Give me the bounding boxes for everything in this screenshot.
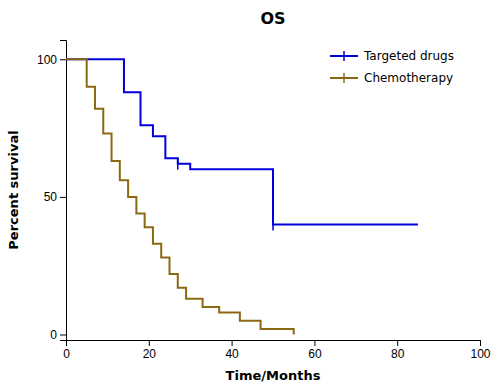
tick: 60 [308, 340, 322, 361]
y-axis: 0 50 100 [37, 41, 67, 342]
tick: 0 [50, 328, 66, 342]
tick-label: 40 [225, 347, 239, 361]
tick-label: 50 [44, 190, 58, 204]
legend-item: Chemotherapy [330, 71, 453, 85]
tick-mark [314, 340, 315, 346]
tick-mark [397, 340, 398, 346]
axis-line [67, 341, 481, 347]
tick: 100 [37, 53, 66, 67]
tick-mark [60, 197, 66, 198]
axis-line [60, 41, 67, 341]
y-axis-label: Percent survival [6, 130, 21, 249]
x-axis-label: Time/Months [226, 368, 321, 383]
legend-swatch-tick [343, 51, 345, 61]
tick-label: 20 [143, 347, 157, 361]
tick-label: 80 [391, 347, 405, 361]
censor-tick [272, 218, 274, 230]
chart: 0 20 40 60 80 100 0 50 100 Targeted drugs Chemothe… [0, 0, 500, 392]
tick-label: 100 [470, 347, 490, 361]
tick-mark [480, 340, 481, 346]
tick: 20 [143, 340, 157, 361]
tick-label: 0 [50, 328, 57, 342]
series-group [66, 59, 418, 334]
tick: 40 [225, 340, 239, 361]
tick: 50 [44, 190, 66, 204]
survival-line [66, 59, 294, 334]
tick: 80 [391, 340, 405, 361]
legend: Targeted drugs Chemotherapy [330, 49, 454, 85]
tick-mark [60, 59, 66, 60]
legend-item: Targeted drugs [330, 49, 454, 63]
tick-label: 100 [37, 53, 57, 67]
legend-swatch-tick [343, 73, 345, 83]
legend-label: Targeted drugs [363, 49, 454, 63]
x-axis: 0 20 40 60 80 100 [63, 340, 491, 361]
plot-area: 0 20 40 60 80 100 0 50 100 Targeted drugs Chemothe… [37, 41, 491, 361]
tick: 100 [470, 340, 490, 361]
censor-tick [177, 158, 179, 170]
tick-mark [232, 340, 233, 346]
tick-mark [149, 340, 150, 346]
legend-label: Chemotherapy [364, 71, 453, 85]
tick-label: 60 [308, 347, 322, 361]
tick-label: 0 [63, 347, 70, 361]
title: OS [260, 9, 285, 28]
tick-mark [60, 334, 66, 335]
tick: 0 [63, 340, 70, 361]
